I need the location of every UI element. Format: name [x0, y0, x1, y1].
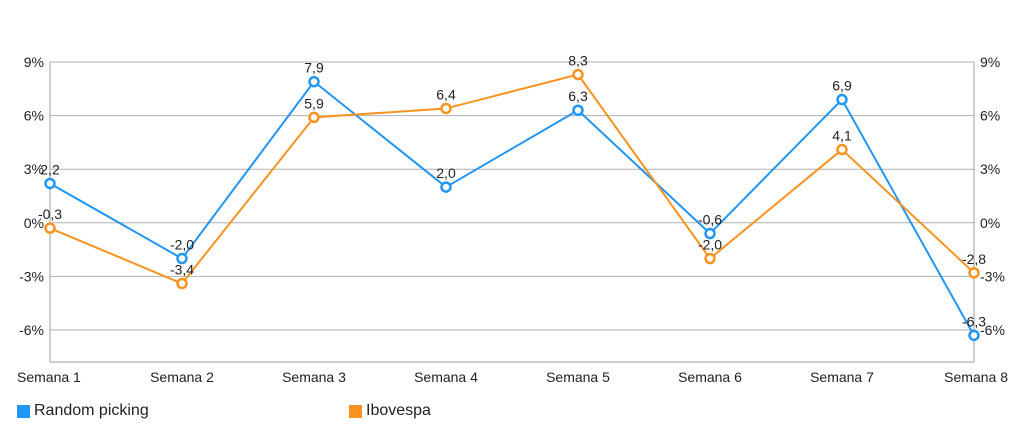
data-label: -6,3	[962, 313, 986, 329]
x-tick-label: Semana 3	[282, 369, 346, 385]
data-label: 4,1	[832, 128, 852, 144]
y-tick-label-right: 3%	[980, 161, 1000, 177]
data-point	[176, 252, 188, 265]
x-axis-tick-labels: Semana 1 Semana 2 Semana 3 Semana 4 Semana 5…	[17, 369, 1008, 385]
data-label: -2,8	[962, 251, 986, 267]
gridlines	[49, 61, 975, 363]
x-tick-label: Semana 8	[944, 369, 1008, 385]
y-tick-label-right: 0%	[980, 215, 1000, 231]
data-point	[836, 93, 848, 106]
data-point	[308, 111, 320, 124]
data-label: -2,0	[698, 237, 722, 253]
series-line-0	[49, 80, 975, 336]
data-label: 2,0	[436, 165, 456, 181]
y-tick-label-left: -6%	[19, 322, 44, 338]
data-point	[176, 277, 188, 290]
y-tick-label-left: 6%	[24, 108, 44, 124]
legend-item-random-picking[interactable]: Random picking	[17, 402, 149, 420]
data-point	[836, 143, 848, 156]
y-tick-label-left: -3%	[19, 268, 44, 284]
data-label: 6,3	[568, 88, 588, 104]
data-labels: 2,2 -2,0 7,9 2,0 6,3 -0,6 6,9 -6,3 -0,3 -3,4 5,9 6,…	[38, 53, 986, 330]
data-point	[704, 252, 716, 265]
data-point	[572, 68, 584, 81]
data-point	[968, 267, 980, 279]
data-point	[968, 329, 980, 342]
data-point	[44, 177, 56, 190]
data-point	[704, 227, 716, 240]
data-label: 6,9	[832, 78, 852, 94]
data-label: 5,9	[304, 95, 324, 111]
x-tick-label: Semana 4	[414, 369, 478, 385]
line-chart: 9% 9%6% 6%3% 3%0% 0%-3% -3%-6% -6% Semana 1 Sem…	[17, 53, 1008, 385]
legend-label-ibovespa: Ibovespa	[366, 402, 431, 419]
legend-swatch-random-picking	[17, 404, 30, 418]
x-tick-label: Semana 5	[546, 369, 610, 385]
data-point	[440, 102, 452, 115]
data-point	[572, 104, 584, 116]
data-label: -0,6	[698, 212, 722, 228]
x-tick-label: Semana 2	[150, 369, 214, 385]
series-lines	[44, 68, 980, 342]
x-tick-label: Semana 6	[678, 369, 742, 385]
data-label: -3,4	[170, 262, 194, 278]
series-line-1	[49, 73, 975, 285]
data-label: 6,4	[436, 86, 456, 102]
y-tick-label-left: 0%	[24, 215, 44, 231]
data-label: 7,9	[304, 60, 324, 76]
data-label: -0,3	[38, 206, 62, 222]
y-axis-tick-labels: 9% 9% 6% 6% 3% 3% 0% 0% -3% -3% -6% -6%	[19, 54, 1005, 338]
data-label: 8,3	[568, 53, 588, 69]
legend-swatch-ibovespa	[349, 404, 362, 418]
legend-item-ibovespa[interactable]: Ibovespa	[349, 402, 431, 420]
y-tick-label-right: -6%	[980, 322, 1005, 338]
data-point	[440, 181, 452, 193]
data-point	[308, 75, 320, 88]
y-tick-label-left: 9%	[24, 54, 44, 70]
data-point	[44, 222, 56, 234]
legend-label-random-picking: Random picking	[34, 402, 149, 419]
y-tick-label-left: 3%	[24, 161, 44, 177]
y-tick-label-right: 6%	[980, 108, 1000, 124]
data-label: 2,2	[40, 161, 60, 177]
y-tick-label-right: 9%	[980, 54, 1000, 70]
y-tick-label-right: -3%	[980, 268, 1005, 284]
x-tick-label: Semana 1	[17, 369, 81, 385]
x-tick-label: Semana 7	[810, 369, 874, 385]
data-label: -2,0	[170, 237, 194, 253]
